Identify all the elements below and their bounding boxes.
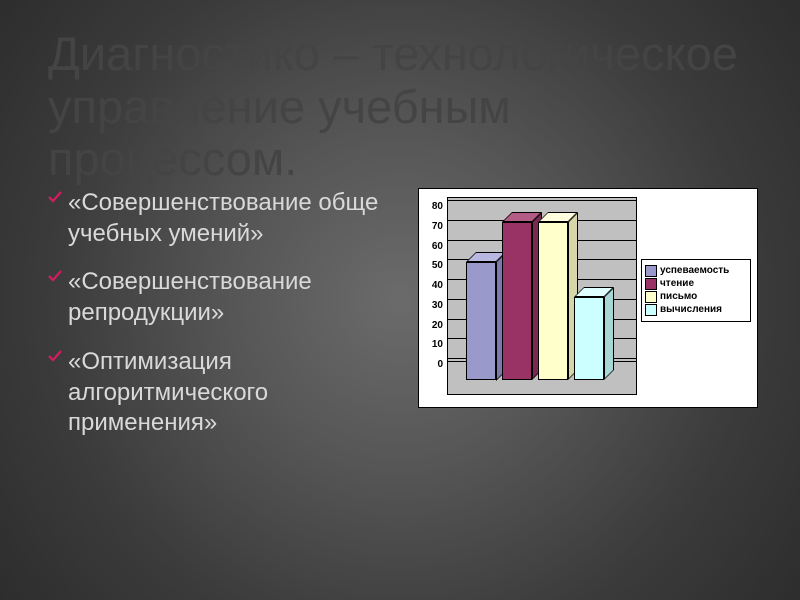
legend-swatch	[645, 265, 657, 277]
y-tick-label: 0	[437, 360, 443, 370]
chart-bar	[574, 297, 604, 380]
slide: Диагностико – технологическое управление…	[0, 0, 800, 600]
bullet-text: «Оптимизация алгоритмического применения…	[68, 348, 268, 436]
y-tick-label: 60	[432, 242, 443, 252]
y-tick-label: 30	[432, 301, 443, 311]
list-item: «Совершенствование обще учебных умений»	[48, 188, 408, 249]
page-title: Диагностико – технологическое управление…	[48, 28, 770, 186]
legend-item: успеваемость	[645, 265, 747, 277]
chart-bar	[466, 262, 496, 381]
legend-label: вычисления	[660, 304, 722, 316]
legend-label: письмо	[660, 291, 697, 303]
chart-bar	[538, 222, 568, 380]
check-icon	[48, 269, 62, 283]
gridline	[448, 200, 636, 201]
legend-label: успеваемость	[660, 265, 729, 277]
chart-bar	[502, 222, 532, 380]
legend-swatch	[645, 291, 657, 303]
bullet-text: «Совершенствование обще учебных умений»	[68, 189, 378, 247]
bar-front	[502, 222, 532, 380]
bullet-text: «Совершенствование репродукции»	[68, 268, 312, 326]
y-tick-label: 20	[432, 321, 443, 331]
bar-side	[604, 287, 614, 380]
check-icon	[48, 190, 62, 204]
bar-front	[538, 222, 568, 380]
bar-front	[466, 262, 496, 381]
y-tick-label: 50	[432, 261, 443, 271]
y-axis: 0 10 20 30 40 50 60 70 80	[419, 197, 445, 395]
y-tick-label: 70	[432, 222, 443, 232]
list-item: «Совершенствование репродукции»	[48, 267, 408, 328]
legend-label: чтение	[660, 278, 694, 290]
chart: 0 10 20 30 40 50 60 70 80 успеваемостьчтениепись…	[418, 188, 758, 408]
bar-front	[574, 297, 604, 380]
legend-swatch	[645, 304, 657, 316]
list-item: «Оптимизация алгоритмического применения…	[48, 347, 408, 439]
bullet-list: «Совершенствование обще учебных умений» …	[48, 188, 408, 457]
chart-legend: успеваемостьчтениеписьмовычисления	[641, 259, 751, 322]
legend-swatch	[645, 278, 657, 290]
check-icon	[48, 349, 62, 363]
legend-item: вычисления	[645, 304, 747, 316]
y-tick-label: 10	[432, 340, 443, 350]
legend-item: чтение	[645, 278, 747, 290]
y-tick-label: 40	[432, 281, 443, 291]
legend-item: письмо	[645, 291, 747, 303]
y-tick-label: 80	[432, 202, 443, 212]
chart-plot-area	[447, 197, 637, 395]
